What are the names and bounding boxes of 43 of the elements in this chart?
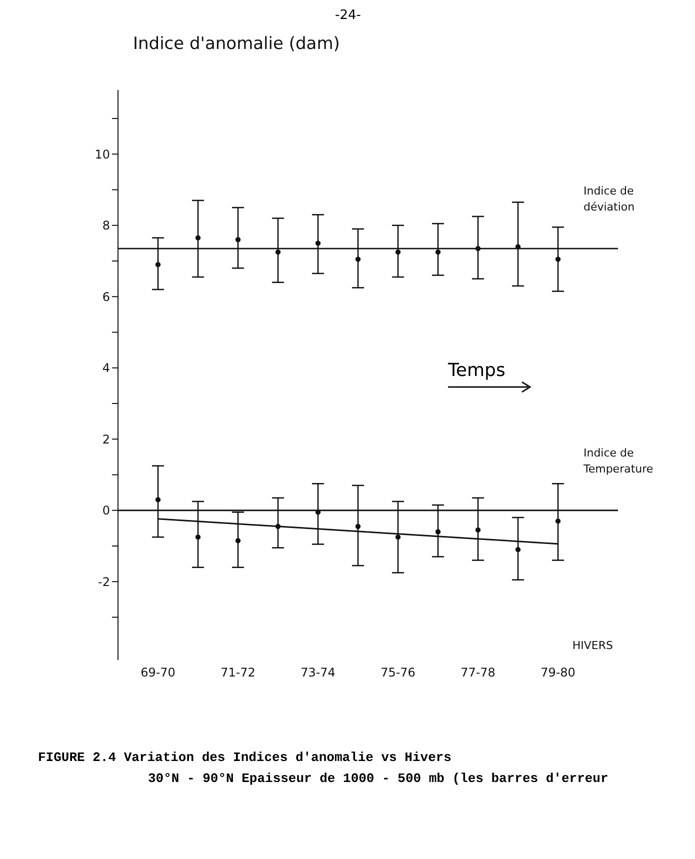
point — [515, 244, 521, 250]
x-tick-label: 73-74 — [300, 666, 336, 680]
point — [395, 249, 401, 255]
point — [155, 497, 161, 502]
y-tick-label: 10 — [94, 147, 110, 162]
caption: FIGURE 2.4 Variation des Indices d'anomalie vs Hivers — [38, 750, 452, 765]
x-axis-title: HIVERS — [572, 638, 614, 652]
text: Indice de Temperature — [582, 446, 654, 476]
y-tick-label: -2 — [98, 574, 110, 589]
y-tick-label: 4 — [102, 361, 110, 376]
point — [555, 256, 561, 262]
x-tick-label: 69-70 — [140, 666, 176, 680]
x-tick-label: 71-72 — [220, 666, 256, 680]
text: 30°N - 90°N Epaisseur de 1000 - 500 mb (les barres d'erreur — [147, 771, 610, 786]
text: Indice de déviation — [583, 184, 635, 214]
point — [315, 510, 321, 515]
point — [555, 518, 561, 524]
y-tick-label: 8 — [102, 218, 110, 233]
point — [355, 256, 361, 262]
point — [515, 546, 521, 552]
text: -24- — [334, 8, 362, 25]
point — [235, 538, 241, 544]
y-tick-label: 0 — [102, 504, 110, 518]
y-tick-label: 6 — [102, 290, 110, 304]
x-tick-label: 77-78 — [460, 666, 496, 680]
point — [235, 237, 241, 242]
point — [475, 527, 481, 533]
point — [355, 524, 361, 530]
point — [475, 246, 481, 252]
point — [195, 235, 201, 240]
y-axis-title: Indice d'anomalie (dam) — [133, 34, 340, 54]
point — [275, 524, 281, 530]
x-tick-label: 75-76 — [380, 666, 416, 680]
point — [155, 262, 161, 268]
point — [315, 240, 321, 246]
x-tick-label: 79-80 — [540, 666, 576, 680]
point — [275, 249, 281, 255]
point — [195, 534, 201, 540]
point — [395, 534, 401, 540]
point — [435, 529, 441, 534]
point — [435, 249, 441, 255]
y-tick-label: 2 — [102, 432, 110, 446]
annotation: Temps — [448, 360, 506, 381]
